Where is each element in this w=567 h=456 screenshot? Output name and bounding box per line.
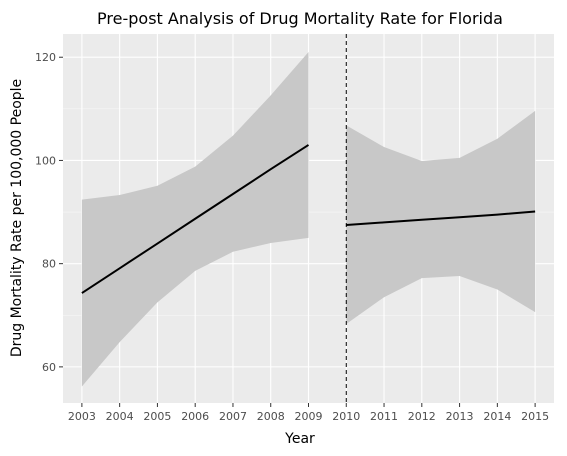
x-axis-title: Year <box>284 431 315 447</box>
y-tick-label: 60 <box>42 361 56 374</box>
y-tick-label: 120 <box>35 51 56 64</box>
y-axis: 60 80 100 120 <box>35 51 63 374</box>
y-tick-label: 100 <box>35 154 56 167</box>
x-tick-label: 2009 <box>295 410 323 423</box>
x-tick-label: 2007 <box>219 410 247 423</box>
x-tick-label: 2012 <box>408 410 436 423</box>
fit-lines <box>81 144 536 294</box>
y-axis-title: Drug Mortality Rate per 100,000 People <box>9 79 25 357</box>
x-tick-label: 2013 <box>446 410 474 423</box>
x-tick-label: 2011 <box>370 410 398 423</box>
fit-line-post <box>346 210 536 226</box>
x-tick-label: 2003 <box>68 410 96 423</box>
confidence-ribbon-post <box>346 110 536 325</box>
x-tick-label: 2004 <box>106 410 134 423</box>
x-tick-label: 2006 <box>181 410 209 423</box>
x-tick-label: 2014 <box>483 410 511 423</box>
x-tick-label: 2010 <box>332 410 360 423</box>
x-tick-label: 2008 <box>257 410 285 423</box>
x-axis: 2003 2004 2005 2006 2007 2008 2009 2010 2011 2012… <box>68 403 549 423</box>
x-tick-label: 2015 <box>521 410 549 423</box>
x-tick-label: 2005 <box>143 410 171 423</box>
y-tick-label: 80 <box>42 258 56 271</box>
fit-line-pre <box>81 144 310 294</box>
chart-title: Pre-post Analysis of Drug Mortality Rate… <box>97 9 503 28</box>
